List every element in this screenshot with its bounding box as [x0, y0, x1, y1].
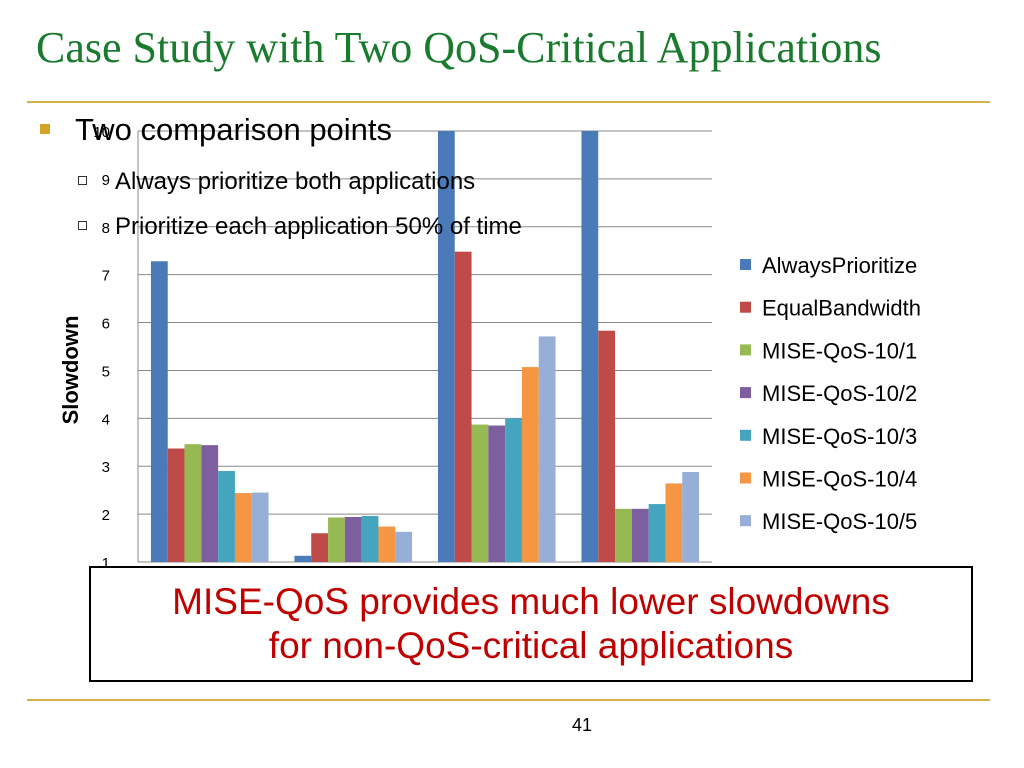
bar — [218, 471, 235, 562]
bar — [167, 448, 185, 562]
bar — [150, 261, 168, 562]
y-tick-label: 9 — [102, 172, 110, 189]
y-tick-label: 5 — [102, 363, 110, 380]
bar — [234, 493, 252, 562]
bar — [184, 444, 202, 562]
legend-label: MISE-QoS-10/4 — [762, 467, 917, 492]
legend-label: MISE-QoS-10/1 — [762, 338, 917, 363]
bar — [615, 508, 632, 562]
bar — [665, 483, 683, 562]
callout-line: MISE-QoS provides much lower slowdowns — [172, 581, 890, 622]
bar — [201, 445, 219, 562]
bar — [328, 517, 345, 562]
legend-label: MISE-QoS-10/3 — [762, 424, 917, 449]
chart-legend: AlwaysPrioritize EqualBandwidth MISE-QoS-1… — [740, 253, 921, 534]
legend-label: AlwaysPrioritize — [762, 253, 917, 278]
title-divider — [27, 101, 990, 103]
bar — [294, 555, 312, 562]
bar — [581, 131, 599, 562]
legend-swatch — [740, 515, 751, 527]
y-tick-label: 6 — [102, 316, 110, 333]
bar — [488, 425, 506, 562]
chart-bars — [150, 131, 700, 562]
bar — [598, 330, 616, 562]
legend-label: MISE-QoS-10/5 — [762, 509, 917, 534]
legend-label: MISE-QoS-10/2 — [762, 381, 917, 406]
conclusion-callout: MISE-QoS provides much lower slowdowns f… — [89, 566, 973, 682]
y-tick-label: 10 — [93, 124, 110, 141]
bar — [344, 516, 362, 562]
bar — [361, 516, 379, 562]
bar — [648, 504, 666, 562]
legend-swatch — [740, 344, 751, 356]
bar — [505, 418, 522, 562]
bar — [471, 424, 489, 562]
legend-label: EqualBandwidth — [762, 296, 921, 321]
y-tick-label: 8 — [102, 220, 110, 237]
legend-swatch — [740, 301, 751, 313]
y-tick-label: 1 — [102, 555, 110, 572]
page-number: 41 — [572, 715, 593, 735]
slide-title: Case Study with Two QoS-Critical Applica… — [36, 23, 882, 72]
chart-y-ticks: 1 2 3 4 5 6 7 8 9 10 — [93, 124, 110, 572]
bar — [682, 471, 700, 562]
legend-swatch — [740, 429, 751, 441]
legend-swatch — [740, 387, 751, 399]
bar — [378, 526, 396, 562]
bar — [437, 131, 455, 562]
bar — [521, 367, 539, 562]
footer-divider — [27, 699, 990, 701]
chart-y-axis-label: Slowdown — [58, 316, 83, 425]
y-tick-label: 7 — [102, 268, 110, 285]
callout-line: for non-QoS-critical applications — [268, 625, 794, 666]
legend-swatch — [740, 472, 751, 484]
y-tick-label: 2 — [102, 507, 110, 524]
bar — [251, 492, 269, 562]
y-tick-label: 4 — [102, 411, 110, 428]
bar — [631, 508, 649, 562]
bar — [395, 531, 413, 562]
bar — [538, 336, 556, 562]
y-tick-label: 3 — [102, 459, 110, 476]
bar — [311, 533, 329, 562]
legend-swatch — [740, 259, 751, 270]
bar — [454, 251, 472, 562]
